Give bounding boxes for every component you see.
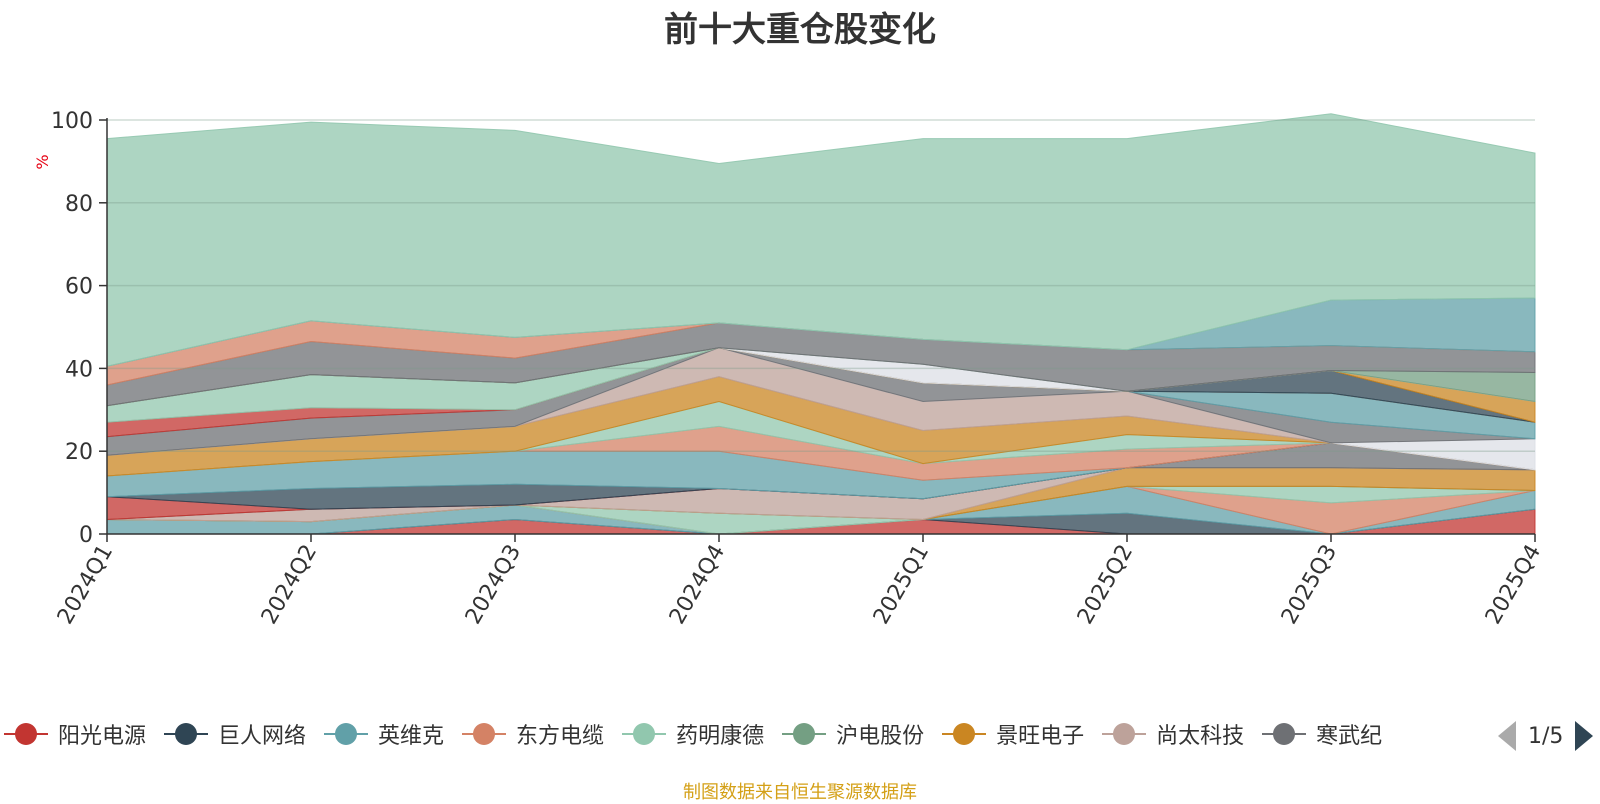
y-tick-label-40: 40 xyxy=(65,357,93,382)
y-tick-label-80: 80 xyxy=(65,192,93,217)
legend-label: 尚太科技 xyxy=(1156,724,1245,749)
y-tick-label-100: 100 xyxy=(51,109,93,134)
x-tick-label-2024Q2: 2024Q2 xyxy=(257,541,322,629)
legend-marker-icon xyxy=(782,723,827,745)
legend-next-page-icon[interactable] xyxy=(1575,721,1594,751)
x-tick-label-2025Q1: 2025Q1 xyxy=(869,541,934,629)
legend-item-沪电股份[interactable]: 沪电股份 xyxy=(782,712,924,756)
gridlines xyxy=(107,119,1535,452)
legend-marker-icon xyxy=(942,723,987,745)
legend-item-药明康德[interactable]: 药明康德 xyxy=(622,712,764,756)
y-tick-label-60: 60 xyxy=(65,275,93,300)
legend-marker-icon xyxy=(324,723,369,745)
stacked-area-chart: 0 20 40 60 80 100 2024Q1 2024Q2 2024Q3 2024Q4 2025… xyxy=(33,109,1546,629)
legend-page-indicator: 1/5 xyxy=(1528,723,1564,749)
legend-item-尚太科技[interactable]: 尚太科技 xyxy=(1102,712,1244,756)
y-tick-label-20: 20 xyxy=(65,440,93,465)
legend-prev-page-icon[interactable] xyxy=(1498,721,1516,751)
legend-marker-icon xyxy=(4,723,48,745)
x-tick-label-2025Q2: 2025Q2 xyxy=(1073,541,1138,629)
legend-item-阳光电源[interactable]: 阳光电源 xyxy=(4,712,146,756)
legend-label: 药明康德 xyxy=(676,724,765,749)
area-series-band-28 xyxy=(106,113,1536,367)
legend-label: 英维克 xyxy=(378,724,445,749)
x-tick-label-2025Q3: 2025Q3 xyxy=(1277,541,1342,629)
area-series-layer xyxy=(106,113,1536,535)
legend-item-景旺电子[interactable]: 景旺电子 xyxy=(942,712,1084,756)
x-tick-label-2024Q1: 2024Q1 xyxy=(53,541,118,629)
legend-marker-icon xyxy=(462,723,507,745)
legend-label: 东方电缆 xyxy=(516,724,605,749)
legend-marker-icon xyxy=(164,723,209,745)
legend: 阳光电源 巨人网络 英维克 东方电缆 药明康德 沪电股份 景旺电子 尚太科技 寒武纪 xyxy=(0,712,1482,756)
legend-label: 景旺电子 xyxy=(996,724,1085,749)
x-tick-label-2024Q3: 2024Q3 xyxy=(461,541,526,629)
y-axis-label: % xyxy=(33,154,52,169)
legend-label: 阳光电源 xyxy=(58,724,147,749)
legend-label: 寒武纪 xyxy=(1316,724,1383,749)
legend-pager: 1/5 xyxy=(1498,718,1594,754)
legend-item-巨人网络[interactable]: 巨人网络 xyxy=(164,712,306,756)
x-tick-label-2025Q4: 2025Q4 xyxy=(1481,541,1546,629)
legend-marker-icon xyxy=(622,723,667,745)
y-tick-label-0: 0 xyxy=(79,523,93,548)
data-source-note: 制图数据来自恒生聚源数据库 xyxy=(683,782,917,803)
legend-item-东方电缆[interactable]: 东方电缆 xyxy=(462,712,604,756)
legend-item-寒武纪[interactable]: 寒武纪 xyxy=(1262,712,1382,756)
legend-label: 沪电股份 xyxy=(836,724,925,749)
legend-label: 巨人网络 xyxy=(218,724,307,749)
legend-marker-icon xyxy=(1262,723,1307,745)
x-tick-label-2024Q4: 2024Q4 xyxy=(665,541,730,629)
legend-marker-icon xyxy=(1102,723,1147,745)
chart-title: 前十大重仓股变化 xyxy=(664,10,936,50)
legend-item-英维克[interactable]: 英维克 xyxy=(324,712,444,756)
